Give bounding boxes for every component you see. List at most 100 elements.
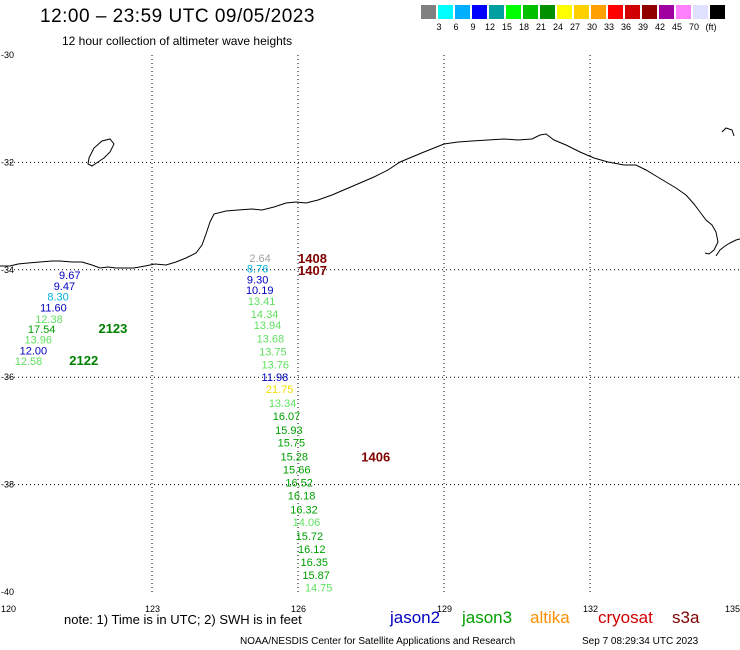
wave-height-value: 15.66 xyxy=(283,465,311,477)
wave-height-value: 8.76 xyxy=(247,264,268,276)
wave-height-value: 9.67 xyxy=(59,270,80,282)
color-swatch xyxy=(523,5,538,19)
color-scale-label: (ft) xyxy=(705,22,717,32)
satellite-legend-s3a: s3a xyxy=(672,608,700,627)
credit-text: NOAA/NESDIS Center for Satellite Applica… xyxy=(240,636,516,647)
color-scale-label: 12 xyxy=(484,22,495,32)
wave-height-value: 15.87 xyxy=(302,570,330,582)
latitude-tick-label: -38 xyxy=(1,480,14,490)
pass-number: 1407 xyxy=(298,263,327,278)
color-scale-label: 70 xyxy=(688,22,699,32)
color-swatch xyxy=(506,5,521,19)
longitude-tick-label: 132 xyxy=(583,604,598,614)
color-swatch xyxy=(676,5,691,19)
color-scale-label: 9 xyxy=(470,22,476,32)
island-kangaroo xyxy=(87,138,115,167)
color-swatch xyxy=(472,5,487,19)
wave-height-value: 15.75 xyxy=(278,438,306,450)
color-swatch xyxy=(455,5,470,19)
grid-lines xyxy=(6,55,740,592)
color-scale-label: 21 xyxy=(535,22,546,32)
color-scale-label: 27 xyxy=(569,22,580,32)
color-scale-label: 36 xyxy=(620,22,631,32)
chart-subtitle: 12 hour collection of altimeter wave hei… xyxy=(62,34,293,48)
color-swatch xyxy=(574,5,589,19)
wave-height-value: 12.38 xyxy=(35,314,63,326)
color-scale-label: 45 xyxy=(671,22,682,32)
pass-number: 2123 xyxy=(98,321,127,336)
latitude-tick-label: -30 xyxy=(1,50,14,60)
latitude-tick-label: -32 xyxy=(1,157,14,167)
wave-height-value: 16.32 xyxy=(290,504,318,516)
color-swatch xyxy=(693,5,708,19)
color-scale-label: 39 xyxy=(637,22,648,32)
wave-height-value: 16.12 xyxy=(298,544,326,556)
color-swatch xyxy=(438,5,453,19)
wave-height-value: 11.60 xyxy=(40,302,67,314)
color-scale-label: 42 xyxy=(654,22,665,32)
latitude-tick-label: -40 xyxy=(1,587,14,597)
satellite-legend-jason2: jason2 xyxy=(390,608,441,627)
wave-height-value: 15.72 xyxy=(296,531,324,543)
wave-height-value: 13.94 xyxy=(254,320,282,332)
wave-height-value: 16.52 xyxy=(285,477,313,489)
wave-height-value: 14.34 xyxy=(251,309,279,321)
color-scale-label: 30 xyxy=(586,22,597,32)
wave-height-value: 14.06 xyxy=(293,517,321,529)
coastline-tasmania-island xyxy=(715,238,740,257)
longitude-tick-label: 129 xyxy=(437,604,452,614)
color-swatch xyxy=(421,5,436,19)
latitude-tick-label: -36 xyxy=(1,372,14,382)
wave-height-labels: 2.648.769.3010.1913.4114.3413.9413.6813.… xyxy=(15,253,333,595)
chart-title: 12:00 – 23:59 UTC 09/05/2023 xyxy=(40,6,315,27)
pass-number: 1408 xyxy=(298,251,327,266)
color-scale-label: 15 xyxy=(501,22,512,32)
wave-height-value: 15.28 xyxy=(280,452,308,464)
color-scale-label: 18 xyxy=(518,22,529,32)
latitude-tick-label: -34 xyxy=(1,265,14,275)
color-scale-label: 33 xyxy=(603,22,614,32)
color-scale-label: 24 xyxy=(552,22,563,32)
pass-number: 2122 xyxy=(69,353,98,368)
wave-height-value: 9.30 xyxy=(247,274,268,286)
wave-height-value: 12.58 xyxy=(15,356,43,368)
color-swatch xyxy=(557,5,572,19)
color-swatch xyxy=(710,5,725,19)
wave-height-value: 17.54 xyxy=(28,324,56,336)
wave-height-value: 13.75 xyxy=(259,346,287,358)
wave-height-value: 16.18 xyxy=(288,490,316,502)
longitude-tick-label: 135 xyxy=(725,604,740,614)
longitude-tick-label: 123 xyxy=(145,604,160,614)
footer-note: note: 1) Time is in UTC; 2) SWH is in fe… xyxy=(64,612,302,627)
axis-tick-labels: -30 -32 -34 -36 -38 -40 120 123 126 129 132 135 xyxy=(1,50,740,614)
color-swatch xyxy=(608,5,623,19)
generation-timestamp: Sep 7 08:29:34 UTC 2023 xyxy=(582,636,699,647)
wave-height-value: 13.76 xyxy=(262,359,290,371)
pass-number: 1406 xyxy=(361,450,390,465)
wave-height-value: 10.19 xyxy=(246,285,274,297)
wave-height-value: 11.98 xyxy=(262,372,289,384)
wave-height-value: 16.35 xyxy=(300,557,328,569)
wave-height-value: 13.68 xyxy=(257,334,285,346)
wave-height-value: 2.64 xyxy=(249,253,270,265)
coastline xyxy=(0,127,740,269)
satellite-legend-altika: altika xyxy=(530,608,570,627)
wave-height-value: 12.00 xyxy=(20,345,48,357)
wave-height-value: 13.34 xyxy=(269,398,297,410)
satellite-legend-cryosat: cryosat xyxy=(598,608,653,627)
island-northeast xyxy=(721,127,735,137)
color-swatch xyxy=(659,5,674,19)
wave-height-value: 9.47 xyxy=(54,281,75,293)
color-scale-label: 3 xyxy=(436,22,442,32)
wave-height-value: 13.41 xyxy=(248,296,276,308)
color-swatch xyxy=(625,5,640,19)
wave-height-value: 16.07 xyxy=(273,411,301,423)
wave-height-value: 21.75 xyxy=(266,384,294,396)
longitude-tick-label: 120 xyxy=(1,604,16,614)
color-swatch xyxy=(540,5,555,19)
longitude-tick-label: 126 xyxy=(291,604,306,614)
wave-height-value: 15.93 xyxy=(275,425,303,437)
color-scale-label: 6 xyxy=(453,22,459,32)
